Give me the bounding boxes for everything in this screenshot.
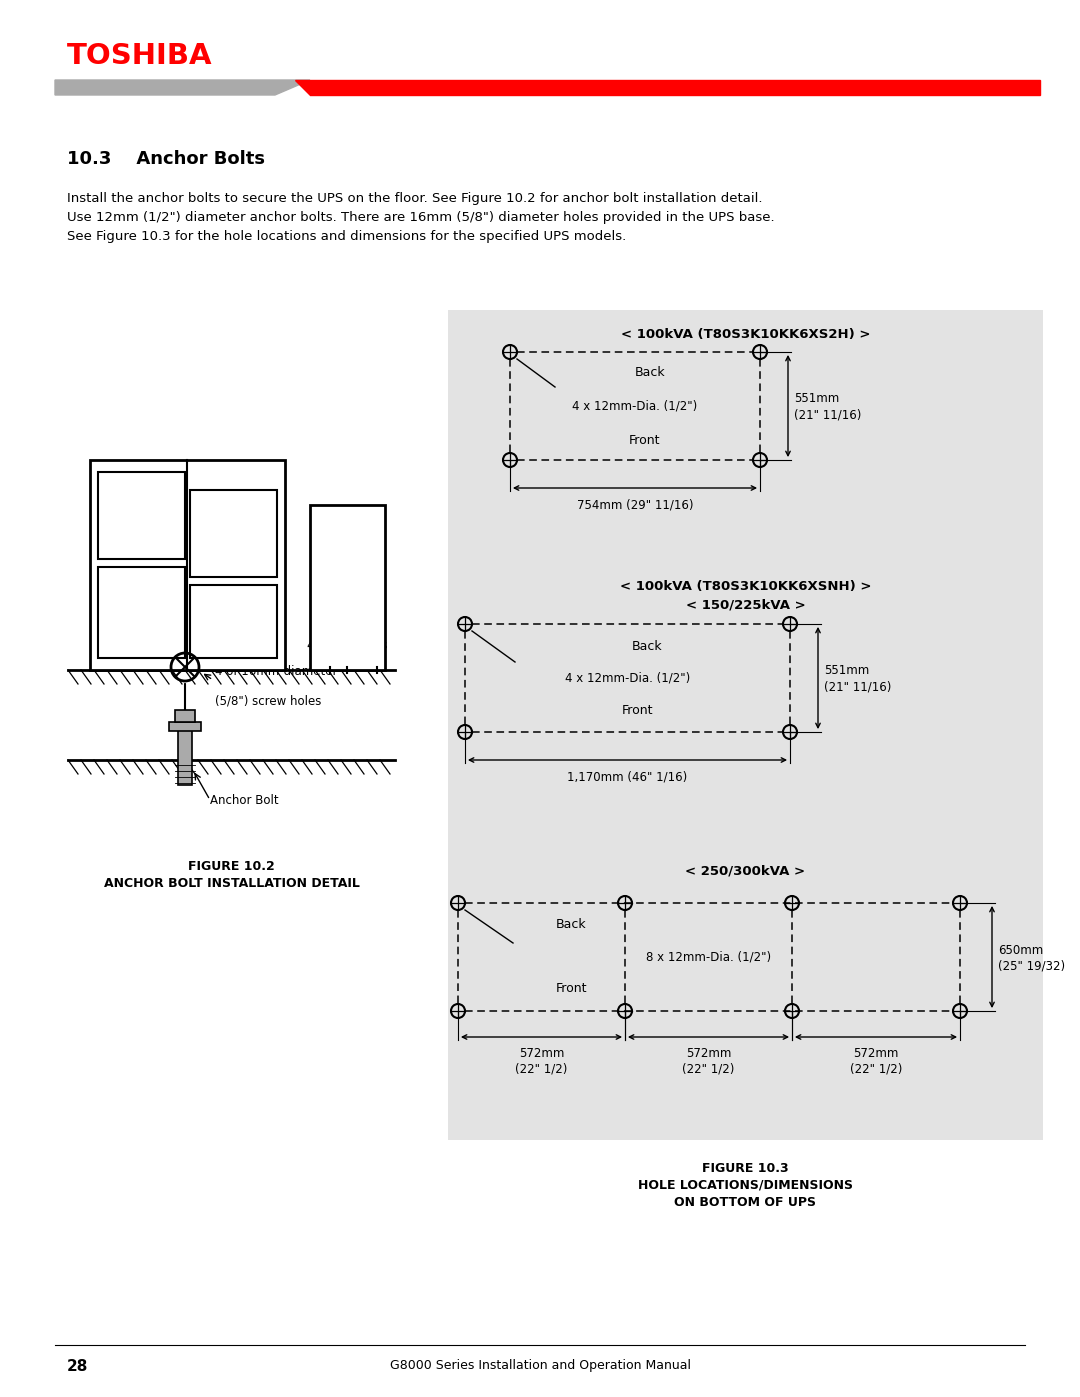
- Text: Front: Front: [622, 704, 653, 717]
- Text: FIGURE 10.2: FIGURE 10.2: [188, 861, 275, 873]
- Text: G8000 Series Installation and Operation Manual: G8000 Series Installation and Operation …: [390, 1359, 690, 1372]
- Bar: [178, 731, 192, 785]
- Text: Back: Back: [556, 918, 586, 932]
- Text: See Figure 10.3 for the hole locations and dimensions for the specified UPS mode: See Figure 10.3 for the hole locations a…: [67, 231, 626, 243]
- Bar: [175, 710, 195, 722]
- Text: (21" 11/16): (21" 11/16): [824, 680, 891, 693]
- Text: ANCHOR BOLT INSTALLATION DETAIL: ANCHOR BOLT INSTALLATION DETAIL: [104, 877, 360, 890]
- Bar: [190, 490, 276, 577]
- Text: Front: Front: [630, 433, 661, 447]
- Text: Use 12mm (1/2") diameter anchor bolts. There are 16mm (5/8") diameter holes prov: Use 12mm (1/2") diameter anchor bolts. T…: [67, 211, 774, 224]
- Text: (25" 19/32): (25" 19/32): [998, 960, 1065, 972]
- Text: (22" 1/2): (22" 1/2): [515, 1062, 568, 1076]
- Text: (22" 1/2): (22" 1/2): [850, 1062, 902, 1076]
- Text: (Side View): (Side View): [314, 652, 381, 665]
- Text: 28: 28: [67, 1359, 89, 1375]
- Text: 4 x 12mm-Dia. (1/2"): 4 x 12mm-Dia. (1/2"): [565, 672, 690, 685]
- Text: Back: Back: [632, 640, 663, 652]
- Text: Back: Back: [635, 366, 665, 379]
- Bar: [98, 472, 185, 559]
- Text: HOLE LOCATIONS/DIMENSIONS: HOLE LOCATIONS/DIMENSIONS: [638, 1179, 853, 1192]
- Text: 4 x 12mm-Dia. (1/2"): 4 x 12mm-Dia. (1/2"): [572, 400, 698, 412]
- Text: 572mm: 572mm: [853, 1046, 899, 1060]
- Bar: [448, 310, 1043, 1140]
- Text: 4 screw holes: 4 screw holes: [307, 638, 388, 652]
- Text: 4 of 16mm-diameter: 4 of 16mm-diameter: [215, 665, 337, 678]
- Bar: [98, 567, 185, 658]
- Bar: [190, 585, 276, 658]
- Text: 10.3    Anchor Bolts: 10.3 Anchor Bolts: [67, 149, 265, 168]
- Text: (22" 1/2): (22" 1/2): [683, 1062, 734, 1076]
- Text: 572mm: 572mm: [686, 1046, 731, 1060]
- Text: 551mm: 551mm: [824, 665, 869, 678]
- Text: < 100kVA (T80S3K10KK6XS2H) >: < 100kVA (T80S3K10KK6XS2H) >: [621, 328, 870, 341]
- Polygon shape: [55, 80, 310, 95]
- Text: Front: Front: [556, 982, 588, 996]
- Text: 8 x 12mm-Dia. (1/2"): 8 x 12mm-Dia. (1/2"): [647, 950, 771, 964]
- Text: FIGURE 10.3: FIGURE 10.3: [702, 1162, 788, 1175]
- Text: < 150/225kVA >: < 150/225kVA >: [686, 598, 806, 610]
- Text: Anchor Bolt: Anchor Bolt: [210, 793, 279, 806]
- Text: < 250/300kVA >: < 250/300kVA >: [686, 865, 806, 877]
- Text: 572mm: 572mm: [518, 1046, 564, 1060]
- Bar: [90, 460, 285, 671]
- Text: 551mm: 551mm: [794, 393, 839, 405]
- Text: Install the anchor bolts to secure the UPS on the floor. See Figure 10.2 for anc: Install the anchor bolts to secure the U…: [67, 191, 762, 205]
- Text: TOSHIBA: TOSHIBA: [67, 42, 213, 70]
- Text: < 100kVA (T80S3K10KK6XSNH) >: < 100kVA (T80S3K10KK6XSNH) >: [620, 580, 872, 592]
- Text: ON BOTTOM OF UPS: ON BOTTOM OF UPS: [675, 1196, 816, 1208]
- Text: 754mm (29" 11/16): 754mm (29" 11/16): [577, 497, 693, 511]
- Text: 650mm: 650mm: [998, 943, 1043, 957]
- Text: (21" 11/16): (21" 11/16): [794, 408, 862, 422]
- Bar: [310, 504, 384, 671]
- Text: 1,170mm (46" 1/16): 1,170mm (46" 1/16): [567, 770, 688, 782]
- Text: (5/8") screw holes: (5/8") screw holes: [215, 694, 322, 707]
- Polygon shape: [295, 80, 1040, 95]
- Bar: [168, 722, 201, 731]
